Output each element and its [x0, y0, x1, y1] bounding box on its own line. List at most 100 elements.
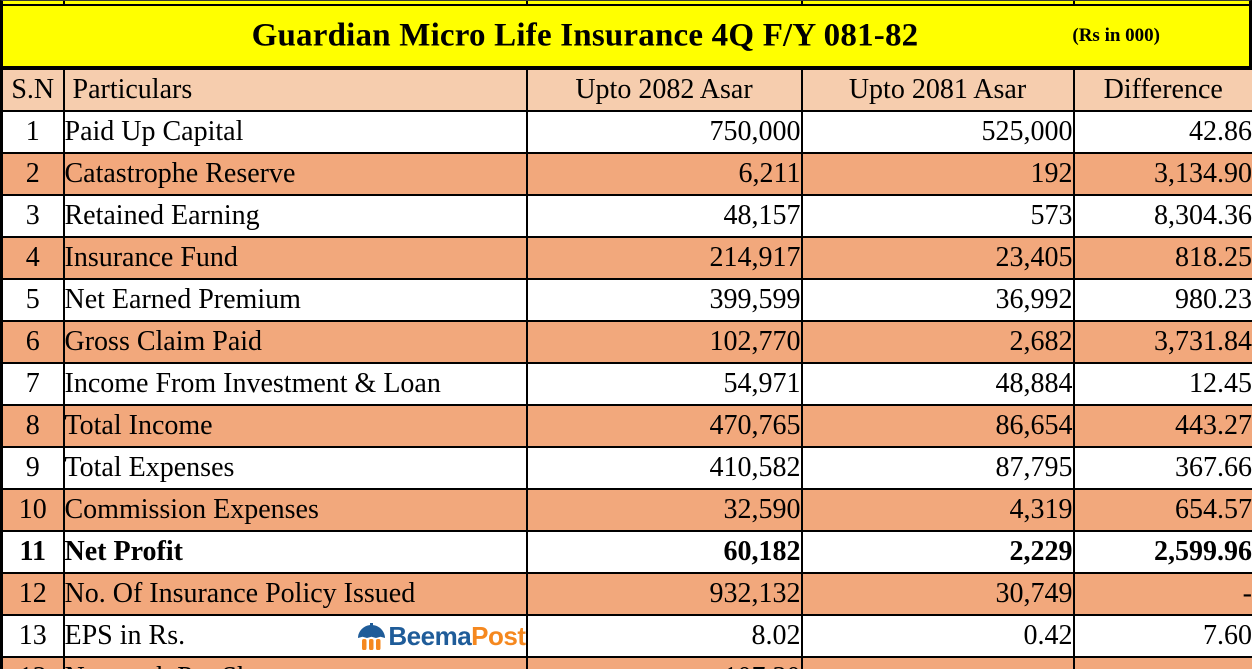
particulars-cell: Insurance Fund: [62, 236, 528, 280]
unit-note: (Rs in 000): [1072, 25, 1160, 46]
particulars-cell: Net Profit: [62, 530, 528, 574]
value-2082-cell: 32,590: [525, 488, 803, 532]
sn-cell: 8: [0, 404, 65, 448]
value-2082-cell: 932,132: [525, 572, 803, 616]
difference-cell: 2,599.96: [1072, 530, 1252, 574]
sn-cell: 2: [0, 152, 65, 196]
particulars-cell: Total Expenses: [62, 446, 528, 490]
value-2081-cell: 0.42: [800, 614, 1075, 658]
difference-cell: 8,304.36: [1072, 194, 1252, 238]
table-row: 1 Paid Up Capital 750,000 525,000 42.86: [0, 110, 1252, 154]
difference-cell: 443.27: [1072, 404, 1252, 448]
value-2081-cell: 525,000: [800, 110, 1075, 154]
financial-table: S.N Particulars Upto 2082 Asar Upto 2081…: [0, 68, 1252, 669]
particulars-label: Paid Up Capital: [64, 116, 244, 147]
value-2082-cell: 214,917: [525, 236, 803, 280]
logo-text-post: Post: [471, 621, 526, 651]
value-2082-cell: 8.02: [525, 614, 803, 658]
column-tick: [63, 1, 65, 4]
table-row: 4 Insurance Fund 214,917 23,405 818.25: [0, 236, 1252, 280]
column-tick: [526, 1, 528, 4]
difference-cell: 818.25: [1072, 236, 1252, 280]
table-row: 3 Retained Earning 48,157 573 8,304.36: [0, 194, 1252, 238]
table-row: 13 EPS in Rs. Beema Post 8.02 0.42 7.60: [0, 614, 1252, 658]
value-2082-cell: 6,211: [525, 152, 803, 196]
particulars-label: Insurance Fund: [64, 242, 238, 273]
particulars-label: Net Profit: [64, 536, 183, 567]
top-strip: [0, 0, 1252, 6]
table-row: 11 Net Profit 60,182 2,229 2,599.96: [0, 530, 1252, 574]
sn-cell: 4: [0, 236, 65, 280]
difference-cell: 3,731.84: [1072, 320, 1252, 364]
value-2082-cell: 60,182: [525, 530, 803, 574]
difference-cell: 12.45: [1072, 362, 1252, 406]
table-row: 6 Gross Claim Paid 102,770 2,682 3,731.8…: [0, 320, 1252, 364]
difference-cell: 654.57: [1072, 488, 1252, 532]
table-row: 8 Total Income 470,765 86,654 443.27: [0, 404, 1252, 448]
sn-cell: 10: [0, 488, 65, 532]
table-row: 5 Net Earned Premium 399,599 36,992 980.…: [0, 278, 1252, 322]
table-body: 1 Paid Up Capital 750,000 525,000 42.86 …: [0, 110, 1252, 669]
sn-cell: 11: [0, 530, 65, 574]
sn-cell: 12: [0, 572, 65, 616]
particulars-cell: Retained Earning: [62, 194, 528, 238]
page-title: Guardian Micro Life Insurance 4Q F/Y 081…: [251, 17, 919, 54]
col-header-particulars: Particulars: [62, 68, 528, 112]
value-2082-cell: 470,765: [525, 404, 803, 448]
sn-cell: 7: [0, 362, 65, 406]
difference-cell: -: [1072, 572, 1252, 616]
sn-cell: 13: [0, 614, 65, 658]
particulars-label: Total Income: [64, 410, 213, 441]
value-2081-cell: 30,749: [800, 572, 1075, 616]
difference-cell: 42.86: [1072, 110, 1252, 154]
particulars-cell: Networth Per Share: [62, 656, 528, 669]
logo-text-beema: Beema: [388, 621, 472, 651]
col-header-difference: Difference: [1072, 68, 1252, 112]
value-2081-cell: 23,405: [800, 236, 1075, 280]
value-2082-cell: 750,000: [525, 110, 803, 154]
particulars-cell: Total Income: [62, 404, 528, 448]
table-row: 12 Networth Per Share 107.30 - -: [0, 656, 1252, 669]
table-row: 10 Commission Expenses 32,590 4,319 654.…: [0, 488, 1252, 532]
beemapost-logo: Beema Post: [357, 621, 526, 651]
particulars-cell: EPS in Rs. Beema Post: [62, 614, 528, 658]
difference-cell: 7.60: [1072, 614, 1252, 658]
header-row: S.N Particulars Upto 2082 Asar Upto 2081…: [0, 68, 1252, 112]
particulars-label: Gross Claim Paid: [64, 326, 263, 357]
value-2081-cell: 2,229: [800, 530, 1075, 574]
particulars-cell: Net Earned Premium: [62, 278, 528, 322]
value-2081-cell: 4,319: [800, 488, 1075, 532]
sn-cell: 9: [0, 446, 65, 490]
particulars-cell: Commission Expenses: [62, 488, 528, 532]
value-2082-cell: 48,157: [525, 194, 803, 238]
difference-cell: -: [1072, 656, 1252, 669]
sn-cell: 3: [0, 194, 65, 238]
particulars-label: Net Earned Premium: [64, 284, 301, 315]
particulars-cell: Paid Up Capital: [62, 110, 528, 154]
value-2081-cell: 573: [800, 194, 1075, 238]
column-tick: [1073, 1, 1075, 4]
value-2081-cell: 2,682: [800, 320, 1075, 364]
table-row: 2 Catastrophe Reserve 6,211 192 3,134.90: [0, 152, 1252, 196]
value-2081-cell: 48,884: [800, 362, 1075, 406]
particulars-label: EPS in Rs.: [64, 620, 186, 651]
difference-cell: 3,134.90: [1072, 152, 1252, 196]
col-header-upto-2081: Upto 2081 Asar: [800, 68, 1075, 112]
sn-cell: 5: [0, 278, 65, 322]
value-2082-cell: 102,770: [525, 320, 803, 364]
particulars-label: Networth Per Share: [66, 662, 286, 669]
particulars-cell: No. Of Insurance Policy Issued: [62, 572, 528, 616]
difference-cell: 367.66: [1072, 446, 1252, 490]
title-banner: Guardian Micro Life Insurance 4Q F/Y 081…: [0, 6, 1252, 68]
table-row: 7 Income From Investment & Loan 54,971 4…: [0, 362, 1252, 406]
sn-cell: 12: [0, 656, 65, 669]
particulars-label: Retained Earning: [64, 200, 260, 231]
particulars-label: Commission Expenses: [64, 494, 319, 525]
value-2082-cell: 54,971: [525, 362, 803, 406]
particulars-cell: Gross Claim Paid: [62, 320, 528, 364]
col-header-upto-2082: Upto 2082 Asar: [525, 68, 803, 112]
particulars-label: No. Of Insurance Policy Issued: [64, 578, 416, 609]
particulars-label: Income From Investment & Loan: [64, 368, 441, 399]
column-tick: [801, 1, 803, 4]
col-header-sn: S.N: [0, 68, 65, 112]
